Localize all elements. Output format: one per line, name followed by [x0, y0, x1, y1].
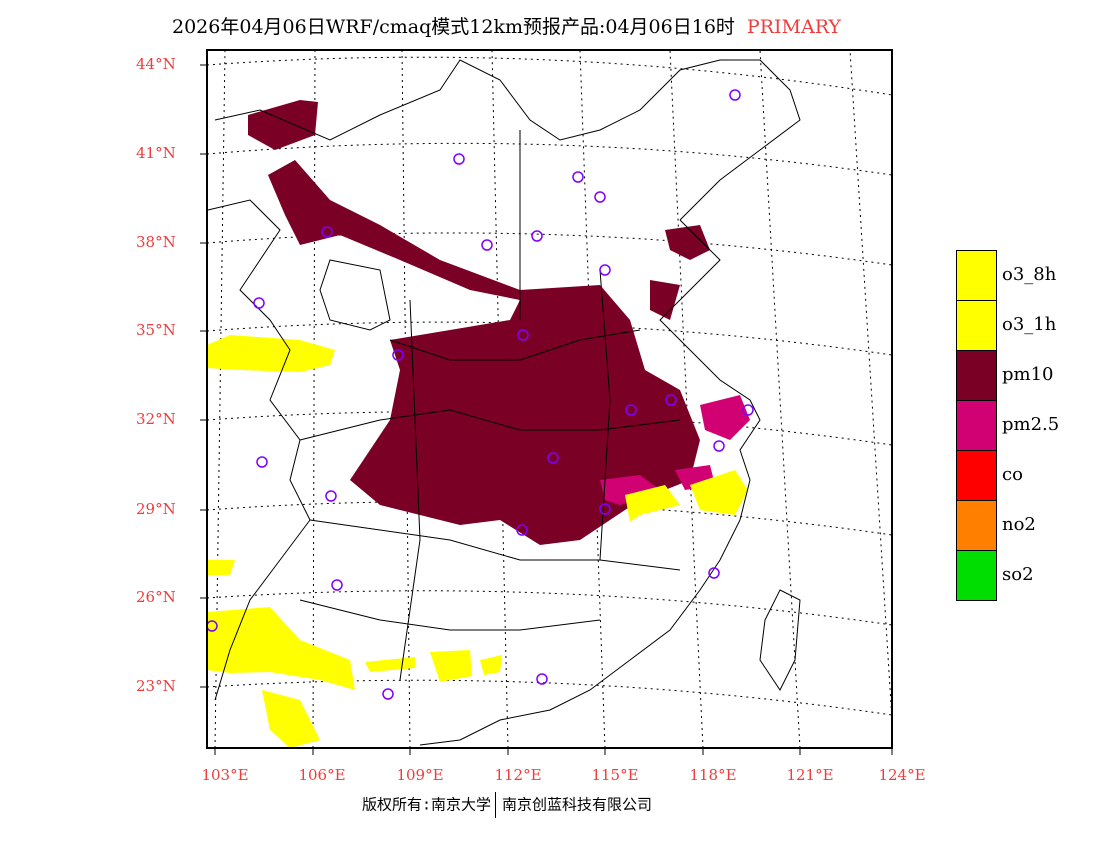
lon-label: 118°E [689, 766, 737, 784]
lon-label: 112°E [494, 766, 542, 784]
lat-label: 26°N [136, 588, 176, 606]
legend-swatch [956, 450, 997, 501]
legend-label: o3_1h [1002, 314, 1057, 335]
lon-label: 121°E [786, 766, 834, 784]
lon-label: 106°E [298, 766, 346, 784]
graticule [206, 49, 893, 749]
lat-label: 35°N [136, 321, 176, 339]
map-frame [206, 49, 893, 749]
legend-label: pm10 [1002, 364, 1054, 385]
legend-swatch [956, 400, 997, 451]
lat-label: 41°N [136, 144, 176, 162]
lat-label: 32°N [136, 410, 176, 428]
footer-divider [495, 792, 497, 818]
legend-label: pm2.5 [1002, 414, 1060, 435]
lon-label: 103°E [201, 766, 249, 784]
legend-label: co [1002, 464, 1023, 485]
copyright-left: 版权所有:南京大学 [362, 795, 492, 814]
map-title: 2026年04月06日WRF/cmaq模式12km预报产品:04月06日16时 P… [172, 12, 841, 39]
legend-swatch [956, 300, 997, 351]
legend-label: o3_8h [1002, 264, 1057, 285]
lon-label: 115°E [591, 766, 639, 784]
lat-label: 44°N [136, 55, 176, 73]
copyright-right: 南京创蓝科技有限公司 [502, 795, 653, 814]
legend-label: no2 [1002, 514, 1036, 535]
lat-label: 38°N [136, 233, 176, 251]
o3-areas [207, 335, 748, 748]
legend-swatch [956, 550, 997, 601]
pm10-areas [248, 100, 710, 545]
lon-label: 109°E [396, 766, 444, 784]
title-primary-tag: PRIMARY [746, 16, 841, 38]
legend-label: so2 [1002, 564, 1034, 585]
lat-label: 23°N [136, 677, 176, 695]
legend-swatch [956, 250, 997, 301]
copyright-footer: 版权所有:南京大学 南京创蓝科技有限公司 [362, 792, 652, 818]
province-borders [207, 59, 801, 746]
pm25-areas [600, 395, 750, 505]
legend-swatch [956, 350, 997, 401]
lat-label: 29°N [136, 500, 176, 518]
legend-swatch [956, 500, 997, 551]
lon-label: 124°E [878, 766, 926, 784]
title-text: 2026年04月06日WRF/cmaq模式12km预报产品:04月06日16时 [172, 16, 735, 38]
